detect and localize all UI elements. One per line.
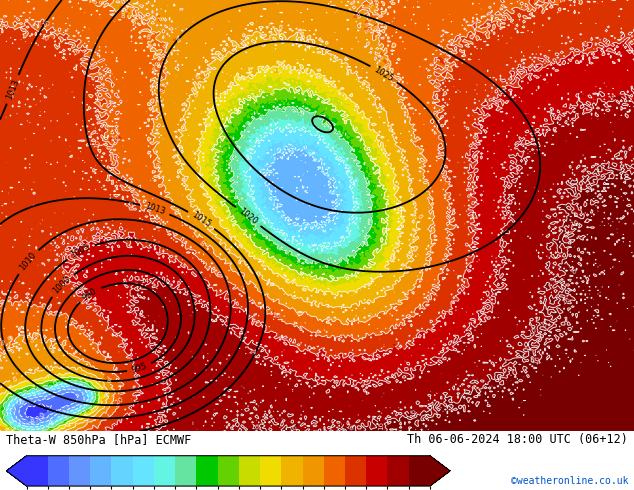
Text: 16: 16 — [561, 296, 572, 306]
Text: 6: 6 — [11, 375, 18, 383]
Text: -10: -10 — [34, 411, 47, 423]
Text: 0: 0 — [51, 379, 58, 387]
Text: 990: 990 — [81, 286, 99, 302]
Text: 10: 10 — [271, 312, 281, 319]
Text: 16: 16 — [566, 266, 577, 276]
Text: ©weatheronline.co.uk: ©weatheronline.co.uk — [511, 476, 628, 486]
Text: 8: 8 — [34, 332, 39, 339]
Text: 10: 10 — [124, 200, 135, 211]
Text: 10: 10 — [441, 57, 450, 68]
Text: 14: 14 — [247, 348, 257, 356]
Text: 6: 6 — [300, 34, 306, 41]
Text: 4: 4 — [245, 66, 252, 72]
Text: 16: 16 — [527, 327, 538, 336]
Text: 8: 8 — [362, 27, 370, 34]
Text: 6: 6 — [219, 47, 226, 54]
Text: 16: 16 — [378, 421, 384, 430]
Text: 6: 6 — [277, 24, 283, 31]
Text: 8: 8 — [146, 33, 151, 40]
Text: 12: 12 — [391, 341, 402, 352]
Text: 8: 8 — [382, 61, 390, 69]
Text: 6: 6 — [296, 28, 302, 35]
Text: -2: -2 — [6, 417, 15, 426]
Text: 2: 2 — [10, 426, 16, 433]
Text: 8: 8 — [157, 16, 163, 21]
Text: 1005: 1005 — [69, 243, 92, 260]
Text: 6: 6 — [194, 74, 200, 81]
Text: -4: -4 — [47, 418, 56, 426]
Text: 10: 10 — [110, 135, 119, 143]
Text: 8: 8 — [378, 53, 385, 61]
Text: 2: 2 — [259, 87, 266, 93]
Text: 8: 8 — [198, 240, 205, 247]
Text: 1025: 1025 — [373, 65, 395, 83]
Text: 8: 8 — [120, 13, 126, 19]
Text: 1013: 1013 — [143, 201, 166, 217]
Text: 8: 8 — [29, 337, 36, 344]
Text: 8: 8 — [374, 0, 381, 5]
Text: 10: 10 — [113, 395, 124, 405]
Text: -6: -6 — [17, 398, 26, 407]
Text: 14: 14 — [139, 278, 148, 284]
Text: 14: 14 — [607, 92, 618, 102]
Text: 8: 8 — [98, 0, 105, 5]
Text: 8: 8 — [152, 67, 158, 74]
Text: 16: 16 — [532, 354, 541, 365]
Text: 8: 8 — [91, 0, 99, 5]
Text: 8: 8 — [160, 42, 167, 49]
Text: 2: 2 — [251, 93, 258, 98]
Text: -8: -8 — [28, 418, 36, 425]
Text: 8: 8 — [131, 19, 137, 26]
Text: 10: 10 — [530, 0, 540, 11]
Text: 2: 2 — [268, 90, 275, 98]
PathPatch shape — [6, 456, 27, 486]
Text: 16: 16 — [410, 408, 417, 417]
Text: 8: 8 — [160, 88, 167, 95]
Text: 6: 6 — [192, 92, 198, 99]
Text: 8: 8 — [122, 3, 129, 11]
Text: 4: 4 — [276, 69, 283, 76]
Text: 0: 0 — [243, 120, 249, 125]
Text: 16: 16 — [250, 424, 259, 431]
Text: 8: 8 — [366, 1, 373, 9]
Text: 8: 8 — [147, 43, 154, 50]
Text: 10: 10 — [39, 34, 50, 43]
PathPatch shape — [430, 456, 450, 486]
Text: 10: 10 — [41, 19, 52, 28]
Text: 4: 4 — [333, 87, 341, 94]
Text: 1015: 1015 — [190, 211, 212, 229]
Text: 8: 8 — [154, 163, 159, 170]
Text: 1010: 1010 — [18, 251, 38, 272]
Text: 8: 8 — [355, 13, 361, 20]
Text: 6: 6 — [198, 213, 204, 220]
Text: 1013: 1013 — [4, 78, 21, 101]
Text: 10: 10 — [94, 139, 102, 149]
Text: 8: 8 — [105, 377, 112, 384]
Text: 10: 10 — [71, 48, 82, 57]
Text: 995: 995 — [131, 361, 148, 375]
Text: 4: 4 — [247, 71, 254, 78]
Text: 10: 10 — [557, 0, 567, 4]
Text: 6: 6 — [416, 213, 424, 220]
Text: 8: 8 — [175, 37, 181, 45]
Text: 2: 2 — [82, 410, 88, 417]
Text: 8: 8 — [4, 334, 12, 341]
Text: -4: -4 — [305, 149, 314, 158]
Text: 8: 8 — [373, 26, 378, 32]
Text: 4: 4 — [101, 392, 107, 398]
Text: 8: 8 — [153, 61, 159, 66]
Text: -2: -2 — [305, 242, 314, 251]
Text: 4: 4 — [3, 426, 10, 433]
Text: 1000: 1000 — [51, 274, 73, 295]
Text: 16: 16 — [287, 424, 298, 433]
Text: 1020: 1020 — [237, 207, 259, 226]
Text: Theta-W 850hPa [hPa] ECMWF: Theta-W 850hPa [hPa] ECMWF — [6, 433, 191, 445]
Text: 16: 16 — [344, 423, 354, 433]
Text: 8: 8 — [363, 21, 370, 26]
Text: 8: 8 — [0, 340, 5, 347]
Text: 16: 16 — [569, 219, 580, 228]
Text: Th 06-06-2024 18:00 UTC (06+12): Th 06-06-2024 18:00 UTC (06+12) — [407, 433, 628, 445]
Text: 16: 16 — [538, 318, 548, 329]
